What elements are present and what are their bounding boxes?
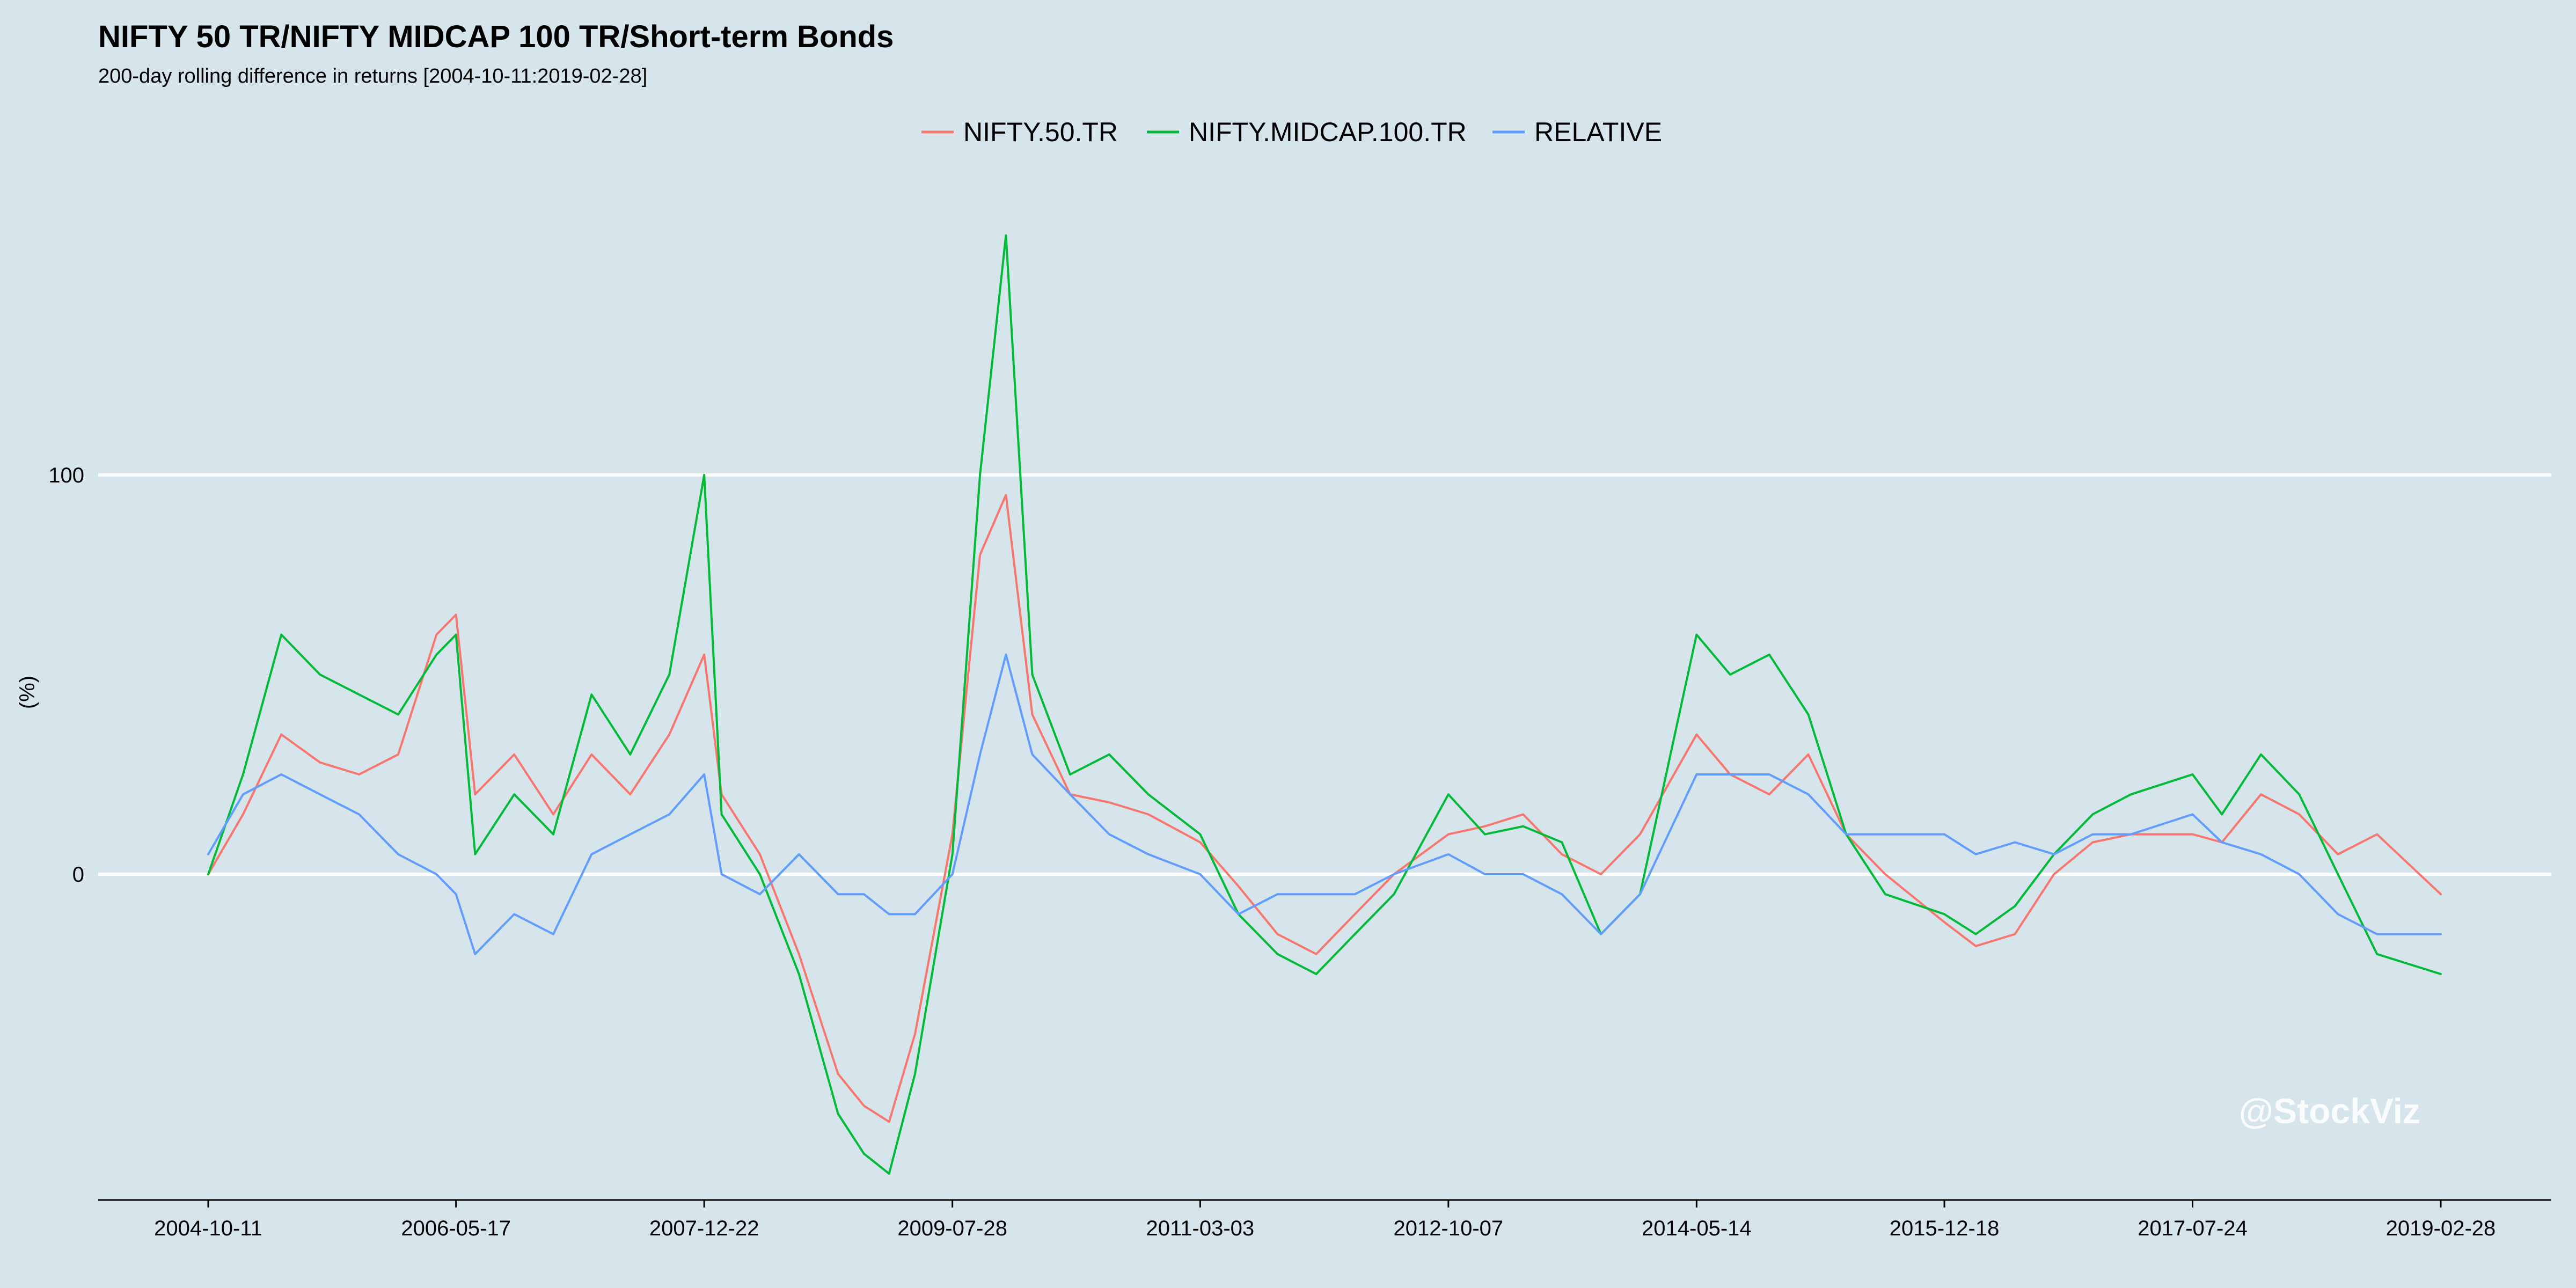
watermark: @StockViz bbox=[2239, 1091, 2420, 1131]
x-tick-label-0: 2004-10-11 bbox=[154, 1217, 262, 1240]
y-ticks: 0 100 bbox=[48, 464, 84, 887]
y-axis-label: (%) bbox=[16, 676, 39, 709]
x-tick-label-4: 2011-03-03 bbox=[1146, 1217, 1255, 1240]
legend-label-nifty-midcap-100-tr: NIFTY.MIDCAP.100.TR bbox=[1189, 117, 1467, 147]
series-layer bbox=[207, 234, 2442, 1175]
x-tick-label-3: 2009-07-28 bbox=[897, 1217, 1007, 1240]
legend: NIFTY.50.TR NIFTY.MIDCAP.100.TR RELATIVE bbox=[921, 117, 1662, 147]
x-tick-label-1: 2006-05-17 bbox=[401, 1217, 511, 1240]
y-tick-label-0: 0 bbox=[72, 863, 84, 887]
x-tick-label-2: 2007-12-22 bbox=[649, 1217, 759, 1240]
legend-label-nifty-50-tr: NIFTY.50.TR bbox=[963, 117, 1118, 147]
y-tick-label-1: 100 bbox=[48, 464, 84, 487]
series-line-nifty-midcap-100-tr bbox=[207, 234, 2442, 1175]
x-tick-label-6: 2014-05-14 bbox=[1642, 1217, 1752, 1240]
series-line-relative bbox=[207, 653, 2442, 955]
chart-title: NIFTY 50 TR/NIFTY MIDCAP 100 TR/Short-te… bbox=[98, 19, 894, 54]
legend-label-relative: RELATIVE bbox=[1534, 117, 1662, 147]
grid-layer bbox=[98, 473, 2551, 876]
x-tick-label-7: 2015-12-18 bbox=[1890, 1217, 2000, 1240]
x-tick-label-9: 2019-02-28 bbox=[2386, 1217, 2496, 1240]
chart-subtitle: 200-day rolling difference in returns [2… bbox=[98, 65, 647, 87]
series-line-nifty-50-tr bbox=[207, 494, 2442, 1123]
x-ticks: 2004-10-11 2006-05-17 2007-12-22 2009-07-28… bbox=[154, 1200, 2496, 1240]
x-tick-label-8: 2017-07-24 bbox=[2138, 1217, 2248, 1240]
x-tick-label-5: 2012-10-07 bbox=[1394, 1217, 1504, 1240]
